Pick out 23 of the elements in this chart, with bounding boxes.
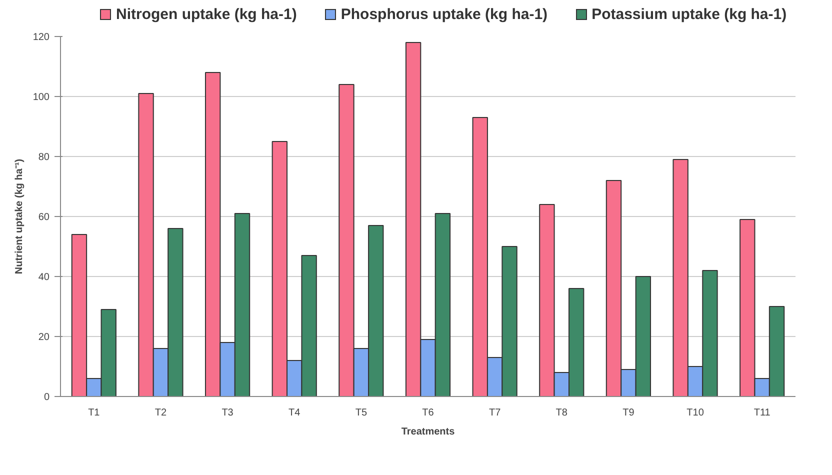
y-tick-label: 60 bbox=[38, 212, 50, 223]
y-tick-label: 100 bbox=[32, 92, 50, 103]
x-axis-title: Treatments bbox=[401, 426, 456, 438]
x-tick-label: T9 bbox=[622, 408, 635, 418]
y-tick-label: 120 bbox=[32, 32, 50, 43]
x-tick-label: T5 bbox=[355, 408, 368, 418]
x-tick-label: T3 bbox=[222, 408, 234, 418]
y-tick-label: 80 bbox=[38, 152, 50, 163]
legend-item: Phosphorus uptake (kg ha-1) bbox=[324, 4, 548, 26]
x-tick-label: T11 bbox=[754, 408, 771, 418]
x-tick-label: T6 bbox=[422, 408, 434, 418]
x-tick-label: T4 bbox=[288, 408, 301, 418]
x-tick-label: T10 bbox=[686, 408, 704, 418]
legend-item: Potassium uptake (kg ha-1) bbox=[576, 4, 787, 26]
y-tick-label: 40 bbox=[38, 272, 50, 283]
y-tick-label: 0 bbox=[44, 392, 50, 403]
x-tick-label: T2 bbox=[154, 408, 167, 418]
x-tick-label: T7 bbox=[488, 408, 502, 418]
y-tick-label: 20 bbox=[38, 332, 50, 343]
legend-item: Nitrogen uptake (kg ha-1) bbox=[100, 4, 297, 26]
x-tick-label: T1 bbox=[88, 408, 100, 418]
y-axis-title: Nutrient uptake (kg ha⁻¹) bbox=[14, 158, 25, 274]
x-tick-label: T8 bbox=[556, 408, 568, 418]
